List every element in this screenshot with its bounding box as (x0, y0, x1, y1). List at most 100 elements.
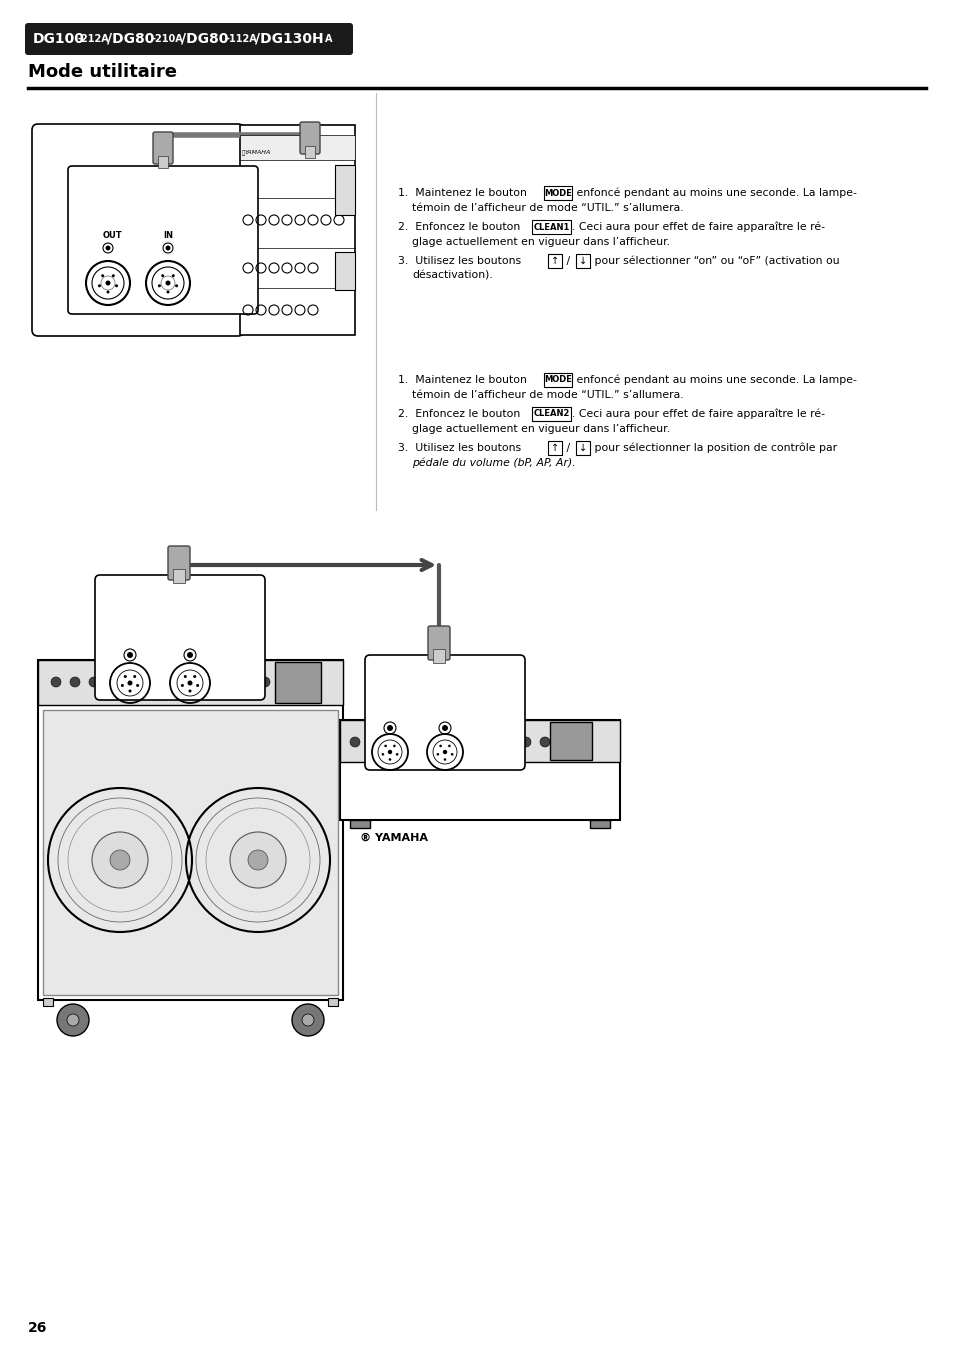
Text: enfoncé pendant au moins une seconde. La lampe-: enfoncé pendant au moins une seconde. La… (573, 188, 856, 199)
Text: IN: IN (178, 639, 188, 647)
Circle shape (158, 284, 161, 288)
Circle shape (448, 744, 450, 747)
Circle shape (175, 284, 178, 288)
Text: . Ceci aura pour effet de faire apparaître le ré-: . Ceci aura pour effet de faire apparaît… (572, 222, 824, 232)
Bar (248, 669, 257, 698)
FancyBboxPatch shape (547, 440, 561, 455)
Bar (240, 126, 355, 335)
Circle shape (165, 677, 174, 688)
FancyBboxPatch shape (168, 546, 190, 580)
Text: -112A: -112A (226, 34, 257, 45)
Circle shape (184, 677, 193, 688)
Text: glage actuellement en vigueur dans l’afficheur.: glage actuellement en vigueur dans l’aff… (412, 424, 669, 434)
Circle shape (241, 677, 251, 688)
Text: glage actuellement en vigueur dans l’afficheur.: glage actuellement en vigueur dans l’aff… (412, 236, 669, 247)
Bar (38, 661, 343, 1000)
Circle shape (369, 738, 378, 747)
Circle shape (110, 850, 130, 870)
Text: ↓: ↓ (578, 443, 586, 453)
FancyBboxPatch shape (543, 373, 572, 386)
FancyBboxPatch shape (532, 407, 571, 422)
Text: ↑: ↑ (551, 443, 558, 453)
FancyBboxPatch shape (95, 576, 265, 700)
Bar (335, 165, 355, 215)
Text: IN: IN (434, 713, 443, 723)
Circle shape (165, 246, 171, 250)
Text: /DG130H: /DG130H (254, 32, 323, 46)
Text: 3.  Utilisez les boutons: 3. Utilisez les boutons (397, 443, 524, 453)
Text: /DG80: /DG80 (181, 32, 228, 46)
Circle shape (181, 684, 184, 686)
Circle shape (196, 684, 199, 686)
Circle shape (393, 744, 395, 747)
Circle shape (106, 281, 111, 285)
Circle shape (57, 1004, 89, 1036)
Circle shape (115, 284, 118, 288)
Text: CLEAN2: CLEAN2 (533, 409, 569, 419)
Circle shape (539, 738, 550, 747)
Text: /: / (562, 443, 573, 453)
FancyBboxPatch shape (43, 998, 53, 1006)
Text: désactivation).: désactivation). (412, 272, 493, 281)
Bar (350, 820, 370, 828)
Circle shape (189, 689, 192, 693)
Text: pour sélectionner “on” ou “oF” (activation ou: pour sélectionner “on” ou “oF” (activati… (590, 255, 839, 266)
FancyBboxPatch shape (152, 132, 172, 163)
Bar (43, 711, 337, 994)
Circle shape (407, 738, 416, 747)
Circle shape (260, 677, 270, 688)
Circle shape (278, 677, 289, 688)
Circle shape (70, 677, 80, 688)
Bar (38, 661, 343, 705)
Circle shape (501, 738, 512, 747)
Text: 26: 26 (28, 1321, 48, 1335)
Text: . Ceci aura pour effet de faire apparaître le ré-: . Ceci aura pour effet de faire apparaît… (572, 409, 824, 419)
FancyBboxPatch shape (299, 122, 319, 154)
Text: 2.  Enfoncez le bouton: 2. Enfoncez le bouton (397, 409, 523, 419)
Bar (274, 662, 320, 703)
Circle shape (426, 738, 436, 747)
Circle shape (89, 677, 99, 688)
Circle shape (161, 274, 164, 277)
Circle shape (387, 725, 393, 731)
FancyBboxPatch shape (532, 220, 571, 234)
Circle shape (230, 832, 286, 888)
Bar (224, 669, 233, 698)
Circle shape (146, 677, 156, 688)
FancyBboxPatch shape (158, 155, 168, 168)
Circle shape (129, 689, 132, 693)
Bar (335, 253, 355, 290)
Text: YAMAHA: YAMAHA (245, 150, 271, 155)
FancyBboxPatch shape (25, 23, 353, 55)
Circle shape (444, 738, 455, 747)
Circle shape (384, 744, 387, 747)
Text: témoin de l’afficheur de mode “UTIL.” s’allumera.: témoin de l’afficheur de mode “UTIL.” s’… (412, 203, 683, 213)
Text: OUT: OUT (103, 231, 123, 239)
Circle shape (381, 753, 384, 755)
Text: OUT: OUT (118, 639, 137, 647)
FancyBboxPatch shape (365, 655, 524, 770)
FancyBboxPatch shape (32, 124, 244, 336)
Circle shape (112, 274, 114, 277)
Text: ® YAMAHA: ® YAMAHA (359, 834, 428, 843)
Circle shape (127, 677, 137, 688)
Circle shape (395, 753, 398, 755)
Circle shape (222, 677, 232, 688)
Text: ® YAMAHA: ® YAMAHA (73, 717, 141, 728)
Circle shape (133, 676, 136, 678)
Circle shape (67, 1015, 79, 1025)
FancyBboxPatch shape (328, 998, 337, 1006)
FancyBboxPatch shape (68, 166, 257, 313)
Text: CLEAN1: CLEAN1 (533, 223, 569, 231)
Circle shape (187, 653, 193, 658)
Text: ⓨ: ⓨ (242, 150, 245, 155)
Text: 2.  Enfoncez le bouton: 2. Enfoncez le bouton (397, 222, 523, 232)
FancyBboxPatch shape (305, 146, 314, 158)
Circle shape (193, 676, 196, 678)
Circle shape (98, 284, 101, 288)
FancyBboxPatch shape (172, 569, 185, 584)
Text: Mode utilitaire: Mode utilitaire (28, 63, 177, 81)
Circle shape (388, 758, 391, 761)
Text: IN: IN (163, 231, 172, 239)
Text: enfoncé pendant au moins une seconde. La lampe-: enfoncé pendant au moins une seconde. La… (573, 374, 856, 385)
